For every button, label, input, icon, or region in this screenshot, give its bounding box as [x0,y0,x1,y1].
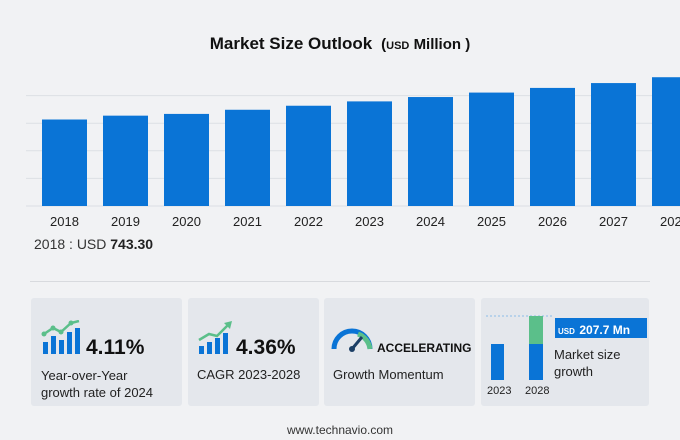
chart-title-text: Market Size Outlook [209,34,373,53]
footer-url: www.technavio.com [286,423,394,437]
bar-2023 [491,344,504,380]
market-size-card: USD 207.7 Mn Market size growth 2023 202… [481,298,649,406]
bar-2021 [225,109,270,206]
bar-chart: 2018 2019 2020 2021 2022 2023 2024 2025 2026 2027… [26,77,680,229]
chart-title: Market Size Outlook (USD Million ) [0,34,680,54]
title-unit: (USD Million ) [376,36,471,53]
yoy-card: 4.11% Year-over-Year growth rate of 2024 [31,298,182,406]
x-tick-label: 2022 [294,214,323,229]
size-label-2: growth [554,364,594,379]
bar-2022 [286,105,331,206]
momentum-value: ACCELERATING [377,341,472,355]
bar-2018 [42,119,87,206]
bar-2020 [164,113,209,206]
bar-2019 [103,115,148,206]
cagr-chart-icon [198,321,232,354]
x-tick-label: 2021 [233,214,262,229]
growth-badge [555,318,647,338]
x-tick-label: 2025 [477,214,506,229]
momentum-card: ACCELERATING Growth Momentum [324,298,475,406]
yoy-label-2: growth rate of 2024 [41,385,154,400]
momentum-label: Growth Momentum [333,367,444,382]
divider [30,281,650,282]
cagr-label: CAGR 2023-2028 [197,367,301,382]
bar-2027 [591,83,636,206]
year-label-2028: 2028 [525,385,550,397]
base-year-value: 743.30 [110,236,154,252]
x-tick-label: 2020 [172,214,201,229]
x-tick-label: 2024 [416,214,445,229]
x-tick-label: 2019 [111,214,140,229]
yoy-value: 4.11% [86,336,145,359]
growth-bars-graphic [486,315,647,380]
year-label-2023: 2023 [487,385,512,397]
x-tick-label: 2028 [660,214,680,229]
bar-2024 [408,97,453,206]
growth-chart-icon [41,320,80,354]
yoy-label-1: Year-over-Year [41,368,128,383]
bar-2028 [652,77,680,206]
size-label-1: Market size [554,347,621,362]
bar-2023 [347,101,392,206]
bar-2028-growth [529,316,543,344]
x-tick-label: 2026 [538,214,567,229]
bar-2028-base [529,344,543,380]
x-tick-label: 2027 [599,214,628,229]
x-tick-label: 2018 [50,214,79,229]
x-tick-label: 2023 [355,214,384,229]
base-year-label: 2018 : USD 743.30 [34,236,154,252]
bar-2025 [469,92,514,206]
cagr-card: 4.36% CAGR 2023-2028 [188,298,319,406]
speedometer-icon [331,328,373,352]
growth-badge-text: USD 207.7 Mn [558,323,631,337]
bar-2026 [530,87,575,206]
cagr-value: 4.36% [236,336,296,359]
